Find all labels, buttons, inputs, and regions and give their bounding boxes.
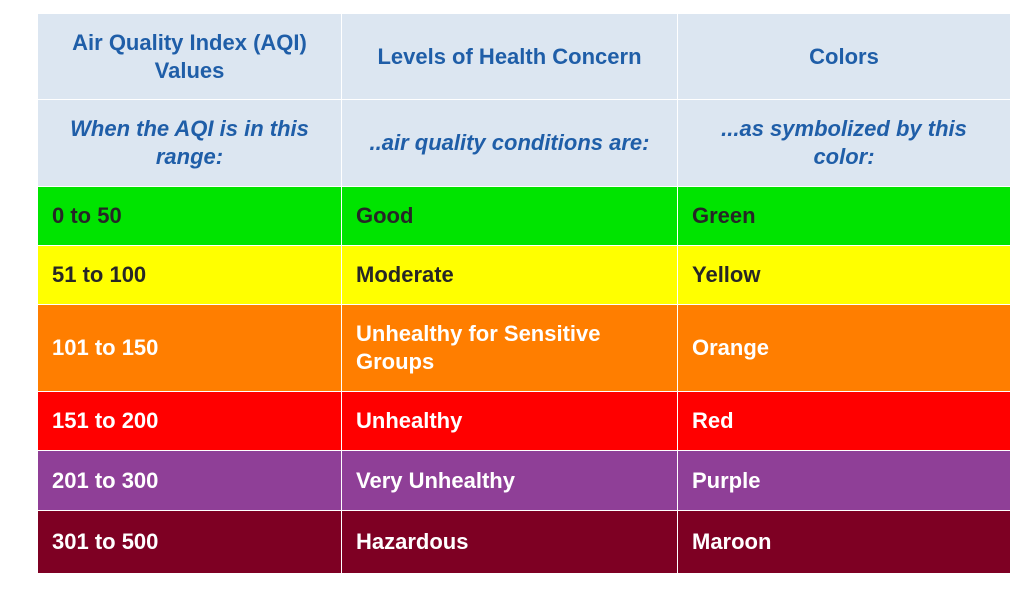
range-cell: 301 to 500 — [37, 510, 342, 574]
color-name-cell: Green — [677, 186, 1011, 246]
range-cell: 101 to 150 — [37, 304, 342, 392]
color-name-cell: Yellow — [677, 245, 1011, 305]
table-row: 0 to 50 Good Green — [37, 186, 1011, 246]
header-row: Air Quality Index (AQI) Values Levels of… — [37, 13, 1011, 100]
level-cell: Moderate — [341, 245, 678, 305]
range-cell: 0 to 50 — [37, 186, 342, 246]
table-row: 101 to 150 Unhealthy for Sensitive Group… — [37, 304, 1011, 392]
color-name-cell: Orange — [677, 304, 1011, 392]
level-cell: Good — [341, 186, 678, 246]
level-cell: Hazardous — [341, 510, 678, 574]
subheader-range: When the AQI is in this range: — [37, 99, 342, 187]
header-aqi-values: Air Quality Index (AQI) Values — [37, 13, 342, 100]
color-name-cell: Red — [677, 391, 1011, 451]
table-row: 51 to 100 Moderate Yellow — [37, 245, 1011, 305]
level-cell: Unhealthy for Sensitive Groups — [341, 304, 678, 392]
range-cell: 51 to 100 — [37, 245, 342, 305]
level-cell: Unhealthy — [341, 391, 678, 451]
table-row: 201 to 300 Very Unhealthy Purple — [37, 450, 1011, 511]
subheader-color: ...as symbolized by this color: — [677, 99, 1011, 187]
header-colors: Colors — [677, 13, 1011, 100]
table-row: 301 to 500 Hazardous Maroon — [37, 510, 1011, 574]
level-cell: Very Unhealthy — [341, 450, 678, 511]
color-name-cell: Purple — [677, 450, 1011, 511]
color-name-cell: Maroon — [677, 510, 1011, 574]
table-row: 151 to 200 Unhealthy Red — [37, 391, 1011, 451]
header-health-concern: Levels of Health Concern — [341, 13, 678, 100]
subheader-conditions: ..air quality conditions are: — [341, 99, 678, 187]
subheader-row: When the AQI is in this range: ..air qua… — [37, 99, 1011, 187]
aqi-table: Air Quality Index (AQI) Values Levels of… — [37, 13, 1011, 574]
range-cell: 151 to 200 — [37, 391, 342, 451]
range-cell: 201 to 300 — [37, 450, 342, 511]
